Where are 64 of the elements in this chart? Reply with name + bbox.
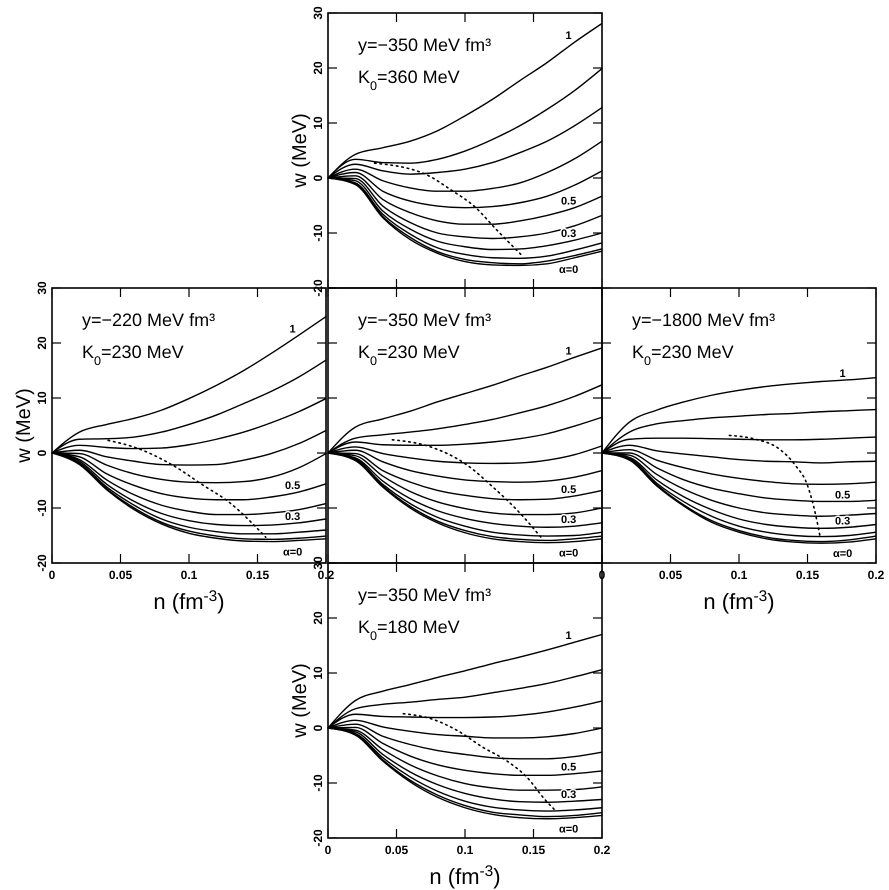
y-tick-label: 30 — [35, 281, 49, 295]
annotation: K$_{0}$=230 MeV — [632, 342, 734, 368]
y-tick-label: 20 — [311, 611, 325, 625]
series-label: α=0 — [832, 548, 852, 560]
y-tick-label: 30 — [311, 6, 325, 20]
series-label: 0.5 — [560, 484, 576, 496]
y-tick-label: 10 — [311, 666, 325, 680]
y-tick-label: -10 — [311, 224, 325, 242]
y-axis-title: w (MeV) — [289, 663, 311, 739]
x-tick-label: 0.1 — [456, 843, 474, 857]
series-label: 0.5 — [560, 196, 576, 208]
series-label: 0.3 — [834, 515, 850, 528]
annotation: K$_{0}$=230 MeV — [82, 342, 184, 368]
x-tick-label: 0.2 — [594, 843, 611, 857]
series-label: 0.5 — [284, 480, 300, 492]
x-tick-label: 0.15 — [246, 568, 270, 582]
x-tick-label: 0.2 — [868, 568, 885, 582]
series-label: 1 — [840, 368, 846, 380]
series-label: α=0 — [282, 546, 302, 558]
y-tick-label: 10 — [311, 116, 325, 130]
x-tick-label: 0.15 — [522, 843, 546, 857]
y-tick-label: -20 — [35, 554, 49, 572]
y-tick-label: 0 — [311, 724, 325, 732]
y-tick-label: -10 — [35, 499, 49, 517]
series-label: 0.5 — [560, 762, 576, 774]
x-axis-title: n (fm$^{-3}$) — [429, 862, 501, 889]
series-label: α=0 — [558, 264, 578, 276]
annotation: y=−220 MeV fm³ — [82, 310, 216, 330]
x-tick-label: 0.05 — [384, 843, 408, 857]
series-label: 1 — [566, 630, 572, 642]
y-tick-label: 10 — [35, 391, 49, 405]
y-tick-label: 0 — [35, 449, 49, 456]
y-axis-title: w (MeV) — [289, 113, 311, 189]
series-label: α=0 — [558, 824, 578, 836]
y-tick-label: -20 — [311, 829, 325, 847]
annotation: K$_{0}$=360 MeV — [358, 67, 460, 93]
x-tick-label: 0.05 — [108, 568, 132, 582]
annotation: y=−350 MeV fm³ — [358, 35, 492, 55]
x-tick-label: 0.05 — [658, 568, 682, 582]
series-label: 0.5 — [834, 489, 850, 502]
series-label: 0.3 — [284, 510, 300, 523]
series-label: 0.3 — [560, 514, 576, 526]
annotation: y=−350 MeV fm³ — [358, 585, 492, 605]
series-label: 1 — [290, 323, 296, 336]
x-axis-title: n (fm$^{-3}$) — [703, 588, 775, 614]
series-label: α=0 — [558, 548, 578, 560]
x-tick-label: 0.15 — [796, 568, 820, 582]
y-tick-label: -10 — [311, 774, 325, 792]
y-tick-label: 30 — [311, 556, 325, 570]
legend-label: 0.3 — [560, 228, 576, 240]
x-axis-title: n (fm$^{-3}$) — [153, 588, 225, 614]
series-label: 1 — [566, 30, 572, 42]
y-tick-label: 20 — [311, 61, 325, 75]
x-tick-label: 0.1 — [730, 568, 748, 582]
series-label: 0.3 — [560, 789, 576, 802]
y-tick-label: 0 — [311, 174, 325, 182]
annotation: K$_{0}$=180 MeV — [358, 617, 460, 643]
annotation: y=−350 MeV fm³ — [358, 310, 492, 330]
series-label: 1 — [566, 345, 572, 358]
y-tick-label: 20 — [35, 336, 49, 350]
x-tick-label: 0.1 — [180, 568, 198, 582]
y-axis-title: w (MeV) — [13, 388, 35, 464]
annotation: K$_{0}$=230 MeV — [358, 342, 460, 368]
annotation: y=−1800 MeV fm³ — [632, 310, 776, 330]
